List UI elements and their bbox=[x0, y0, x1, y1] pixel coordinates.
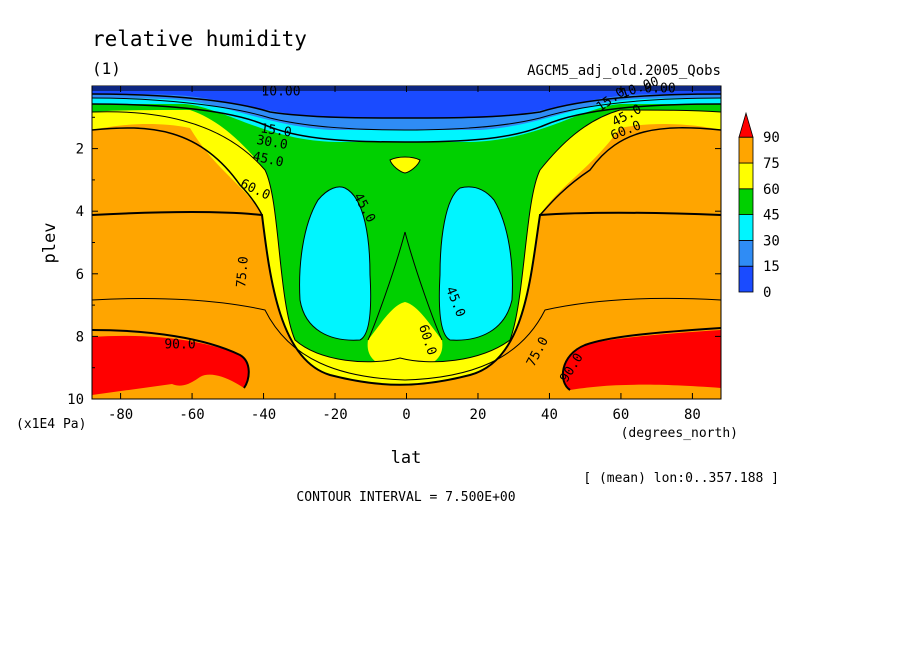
contour-label: 45.0 bbox=[251, 149, 285, 170]
y-tick-label: 2 bbox=[76, 142, 84, 158]
colorbar-label: 15 bbox=[763, 259, 780, 275]
contour-label: 0.00 bbox=[644, 82, 675, 97]
contour-label: 90.0 bbox=[164, 338, 195, 353]
contour-interval: CONTOUR INTERVAL = 7.500E+00 bbox=[296, 490, 515, 505]
contour-line bbox=[92, 103, 721, 143]
colorbar-label: 0 bbox=[763, 285, 771, 301]
contour-labels: 10.0015.030.045.060.045.075.090.045.060.… bbox=[164, 74, 675, 385]
contour-label: 10.00 bbox=[261, 85, 300, 100]
colorbar-label: 45 bbox=[763, 208, 780, 224]
contour-label: 30.0 bbox=[255, 133, 288, 153]
y-tick-label: 4 bbox=[76, 204, 84, 220]
contour-label: 15.0 bbox=[259, 121, 292, 140]
colorbar-box bbox=[738, 265, 754, 293]
colorbar-label: 60 bbox=[763, 182, 780, 198]
colorbar: 0 15 30 45 60 75 90 bbox=[738, 111, 780, 301]
colorbar-label: 90 bbox=[763, 130, 780, 146]
contour-line bbox=[367, 231, 406, 341]
y-tick-label: 8 bbox=[76, 329, 84, 345]
contour-line bbox=[92, 93, 721, 119]
band-fill-90-north bbox=[562, 330, 721, 390]
plot-area bbox=[92, 86, 721, 399]
band-fill-0 bbox=[92, 86, 721, 118]
colorbar-label: 30 bbox=[763, 233, 780, 249]
y-tick-label: 10 bbox=[67, 392, 84, 408]
cell-fill-30-south bbox=[299, 186, 371, 341]
band-fill-90-south bbox=[92, 335, 249, 395]
contour-line bbox=[438, 186, 513, 341]
x-tick-label: 40 bbox=[541, 407, 558, 423]
x-tick-label: -40 bbox=[251, 407, 276, 423]
x-axis-ticks: -80 -60 -40 -20 0 20 40 60 80 bbox=[108, 86, 701, 423]
contour-line bbox=[92, 97, 721, 131]
x-tick-label: 0 bbox=[402, 407, 410, 423]
y-axis-label: plev bbox=[40, 223, 60, 264]
y-axis-ticks: 2 4 6 8 10 bbox=[67, 116, 721, 408]
contour-line bbox=[92, 210, 721, 386]
contour-line bbox=[562, 327, 721, 391]
contour-line bbox=[389, 156, 421, 174]
cell-fill-30-north bbox=[439, 186, 513, 341]
colorbar-box bbox=[738, 136, 754, 164]
colorbar-box bbox=[738, 214, 754, 241]
contour-line bbox=[92, 329, 250, 389]
y-axis-unit: (x1E4 Pa) bbox=[16, 417, 86, 432]
colorbar-box bbox=[738, 188, 754, 216]
x-tick-label: -80 bbox=[108, 407, 133, 423]
colorbar-label: 75 bbox=[763, 156, 780, 172]
panel-label: (1) bbox=[92, 59, 121, 78]
colorbar-extend-arrow bbox=[738, 111, 754, 138]
x-tick-label: 20 bbox=[470, 407, 487, 423]
band-fill-60-surface bbox=[367, 302, 443, 370]
band-fill-45 bbox=[92, 86, 721, 362]
run-label: AGCM5_adj_old.2005_Qobs bbox=[527, 63, 721, 79]
x-axis-unit: (degrees_north) bbox=[621, 426, 738, 441]
y-tick-label: 6 bbox=[76, 267, 84, 283]
contour-line bbox=[299, 186, 372, 341]
figure-title: relative humidity bbox=[92, 27, 307, 51]
x-axis-label: lat bbox=[391, 448, 422, 468]
contour-line bbox=[92, 109, 721, 363]
colorbar-box bbox=[738, 239, 754, 267]
colorbar-box bbox=[738, 162, 754, 190]
contour-line bbox=[92, 297, 721, 381]
contour-label: 75.0 bbox=[234, 256, 252, 289]
x-tick-label: -20 bbox=[322, 407, 347, 423]
x-tick-label: 60 bbox=[613, 407, 630, 423]
contour-line bbox=[404, 231, 443, 341]
contour-line bbox=[92, 127, 263, 216]
x-tick-label: 80 bbox=[684, 407, 701, 423]
contour-line bbox=[539, 127, 721, 216]
mean-note: [ (mean) lon:0..357.188 ] bbox=[583, 471, 779, 486]
x-tick-label: -60 bbox=[179, 407, 204, 423]
